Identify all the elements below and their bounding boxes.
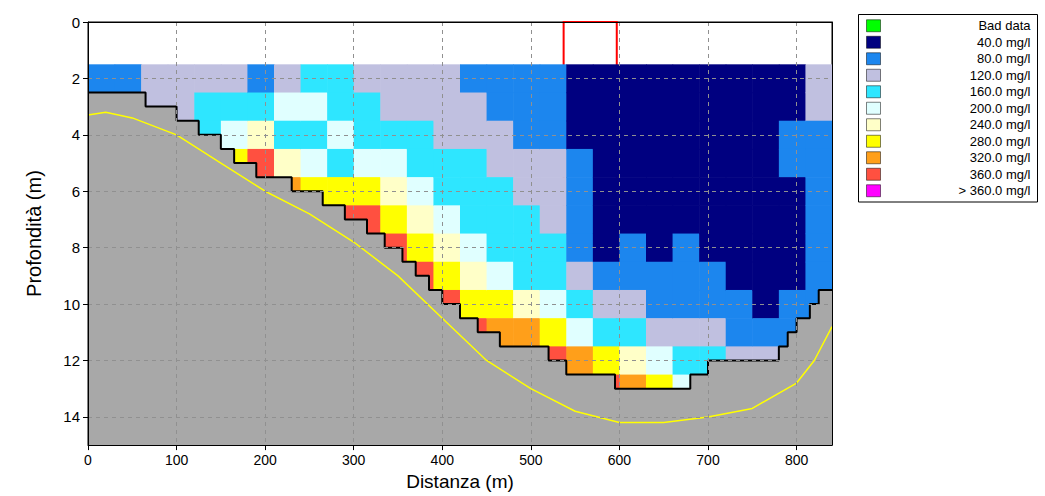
svg-text:280.0 mg/l: 280.0 mg/l — [970, 134, 1031, 149]
svg-text:Profondità (m): Profondità (m) — [23, 170, 45, 297]
svg-text:200.0 mg/l: 200.0 mg/l — [970, 101, 1031, 116]
svg-text:6: 6 — [72, 183, 80, 200]
svg-text:320.0 mg/l: 320.0 mg/l — [970, 150, 1031, 165]
svg-text:120.0 mg/l: 120.0 mg/l — [970, 68, 1031, 83]
svg-text:Bad data: Bad data — [978, 18, 1031, 33]
svg-text:400: 400 — [431, 452, 455, 468]
svg-text:Distanza (m): Distanza (m) — [406, 471, 514, 492]
svg-text:12: 12 — [63, 352, 80, 369]
svg-text:700: 700 — [696, 452, 720, 468]
svg-text:14: 14 — [63, 408, 80, 425]
svg-text:4: 4 — [72, 126, 80, 143]
svg-text:300: 300 — [342, 452, 366, 468]
svg-text:10: 10 — [63, 296, 80, 313]
svg-text:0: 0 — [72, 14, 80, 31]
svg-text:40.0 mg/l: 40.0 mg/l — [977, 35, 1031, 50]
svg-text:100: 100 — [165, 452, 189, 468]
svg-text:8: 8 — [72, 239, 80, 256]
svg-text:160.0 mg/l: 160.0 mg/l — [970, 84, 1031, 99]
svg-text:360.0 mg/l: 360.0 mg/l — [970, 167, 1031, 182]
svg-text:0: 0 — [84, 452, 92, 468]
svg-text:80.0 mg/l: 80.0 mg/l — [977, 51, 1031, 66]
svg-text:2: 2 — [72, 70, 80, 87]
svg-text:240.0 mg/l: 240.0 mg/l — [970, 117, 1031, 132]
svg-text:500: 500 — [519, 452, 543, 468]
svg-text:> 360.0 mg/l: > 360.0 mg/l — [959, 183, 1031, 198]
svg-text:200: 200 — [253, 452, 277, 468]
svg-text:800: 800 — [785, 452, 809, 468]
svg-text:600: 600 — [608, 452, 632, 468]
